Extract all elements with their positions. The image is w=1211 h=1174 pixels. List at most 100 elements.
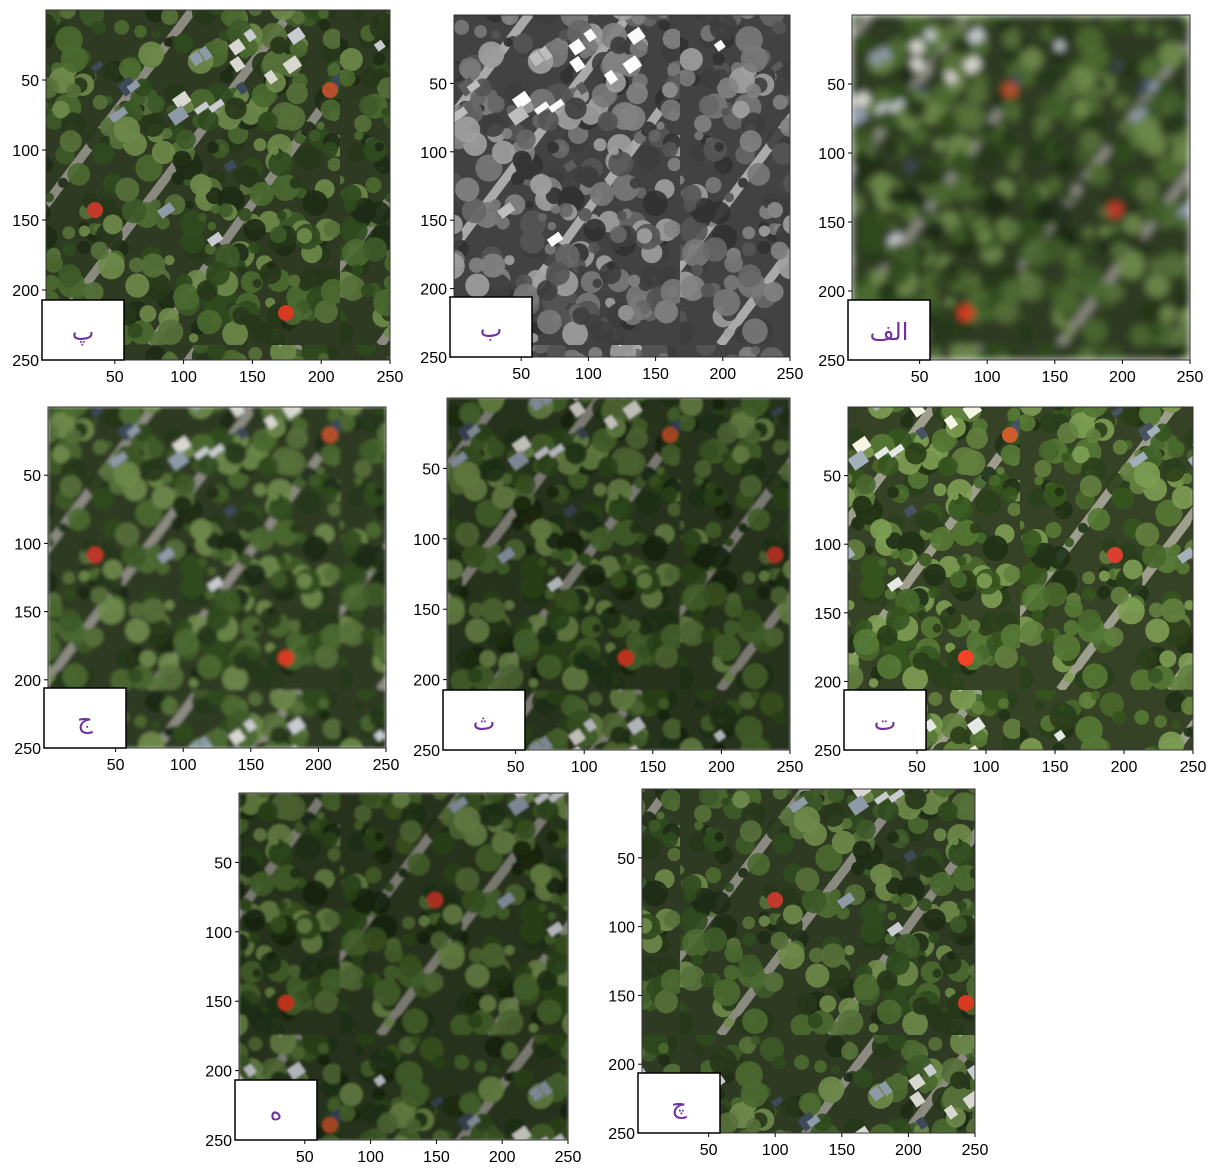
- axes-frame: [45, 9, 391, 361]
- y-tick-label: 200: [608, 1057, 635, 1074]
- axes-frame: [453, 14, 791, 358]
- x-tick-label: 50: [507, 759, 525, 776]
- y-tick-label: 200: [420, 282, 447, 299]
- axes-frame: [238, 792, 569, 1141]
- x-tick-label: 50: [106, 369, 124, 386]
- axes-frame: [847, 406, 1194, 751]
- x-tick-label: 100: [170, 369, 197, 386]
- y-tick-label: 200: [205, 1064, 232, 1081]
- x-tick-label: 100: [170, 757, 197, 774]
- x-tick-label: 200: [308, 369, 335, 386]
- axes-frame: [641, 788, 976, 1134]
- axes-frame: [446, 397, 791, 751]
- x-tick-label: 50: [107, 757, 125, 774]
- y-tick-label: 50: [214, 855, 232, 872]
- y-tick-label: 250: [413, 743, 440, 760]
- x-tick-label: 250: [777, 366, 804, 383]
- x-tick-label: 200: [305, 757, 332, 774]
- y-tick-label: 150: [814, 606, 841, 623]
- x-tick-label: 250: [377, 369, 404, 386]
- x-tick-label: 50: [512, 366, 530, 383]
- y-tick-label: 50: [827, 77, 845, 94]
- x-tick-label: 150: [239, 369, 266, 386]
- y-tick-label: 50: [429, 76, 447, 93]
- y-tick-label: 50: [23, 468, 41, 485]
- x-tick-label: 150: [639, 759, 666, 776]
- label-box: [234, 1079, 318, 1141]
- x-tick-label: 100: [762, 1142, 789, 1159]
- y-tick-label: 100: [12, 143, 39, 160]
- y-tick-label: 200: [14, 673, 41, 690]
- y-tick-label: 50: [422, 461, 440, 478]
- x-tick-label: 150: [1042, 759, 1069, 776]
- x-tick-label: 150: [237, 757, 264, 774]
- x-tick-label: 150: [423, 1149, 450, 1166]
- y-tick-label: 150: [14, 605, 41, 622]
- x-tick-label: 250: [962, 1142, 989, 1159]
- panel: 50 100 150 200 250 50 100 150 200 250 ه: [205, 792, 582, 1166]
- y-tick-label: 100: [818, 146, 845, 163]
- panel: 50 100 150 200 250 50 100 150 200 250 ب: [420, 14, 804, 383]
- x-tick-label: 50: [296, 1149, 314, 1166]
- panel: 50 100 150 200 250 50 100 150 200 250 ت: [814, 406, 1207, 776]
- y-tick-label: 50: [617, 851, 635, 868]
- panel: 50 100 150 200 250 50 100 150 200 250 چ: [608, 788, 989, 1159]
- y-tick-label: 150: [12, 213, 39, 230]
- x-tick-label: 200: [1111, 759, 1138, 776]
- x-tick-label: 200: [1109, 369, 1136, 386]
- y-tick-label: 200: [413, 673, 440, 690]
- x-tick-label: 250: [1177, 369, 1204, 386]
- x-tick-label: 200: [709, 366, 736, 383]
- x-tick-label: 150: [1041, 369, 1068, 386]
- x-tick-label: 250: [555, 1149, 582, 1166]
- y-tick-label: 250: [12, 353, 39, 370]
- x-tick-label: 50: [908, 759, 926, 776]
- y-tick-label: 150: [205, 994, 232, 1011]
- label-box: [843, 689, 927, 751]
- x-tick-label: 150: [642, 366, 669, 383]
- x-tick-label: 250: [1180, 759, 1207, 776]
- panel-label: ه: [270, 1098, 283, 1126]
- x-tick-label: 100: [973, 759, 1000, 776]
- x-tick-label: 100: [357, 1149, 384, 1166]
- y-tick-label: 150: [413, 602, 440, 619]
- label-box: [41, 299, 125, 361]
- x-tick-label: 150: [828, 1142, 855, 1159]
- x-tick-label: 50: [911, 369, 929, 386]
- panel: 50 100 150 200 250 50 100 150 200 250 ج: [14, 406, 400, 774]
- panel: 50 100 150 200 250 50 100 150 200 250 ث: [413, 397, 803, 776]
- x-tick-label: 250: [373, 757, 400, 774]
- x-tick-label: 200: [489, 1149, 516, 1166]
- panel: 50 100 150 200 250 50 100 150 200 250 الف: [818, 14, 1204, 386]
- panel-label: ث: [473, 708, 496, 736]
- y-tick-label: 200: [818, 284, 845, 301]
- panel-label: پ: [72, 318, 95, 346]
- y-tick-label: 250: [608, 1126, 635, 1143]
- y-tick-label: 100: [205, 925, 232, 942]
- panel-label: ب: [480, 315, 503, 343]
- label-box: [449, 296, 533, 358]
- y-tick-label: 200: [814, 674, 841, 691]
- y-tick-label: 250: [14, 741, 41, 758]
- x-tick-label: 100: [575, 366, 602, 383]
- y-tick-label: 150: [420, 213, 447, 230]
- label-box: [442, 689, 526, 751]
- x-tick-label: 100: [571, 759, 598, 776]
- y-tick-label: 250: [814, 743, 841, 760]
- y-tick-label: 100: [420, 145, 447, 162]
- label-box: [847, 299, 931, 361]
- axes-frame: [851, 14, 1191, 361]
- label-box: [637, 1072, 721, 1134]
- panel-label: ت: [874, 708, 897, 736]
- x-tick-label: 200: [895, 1142, 922, 1159]
- y-tick-label: 50: [21, 73, 39, 90]
- panel-label: چ: [671, 1091, 687, 1119]
- x-tick-label: 50: [700, 1142, 718, 1159]
- y-tick-label: 100: [413, 532, 440, 549]
- y-tick-label: 150: [818, 215, 845, 232]
- label-box: [43, 687, 127, 749]
- y-tick-label: 100: [814, 537, 841, 554]
- x-tick-label: 100: [974, 369, 1001, 386]
- y-tick-label: 200: [12, 283, 39, 300]
